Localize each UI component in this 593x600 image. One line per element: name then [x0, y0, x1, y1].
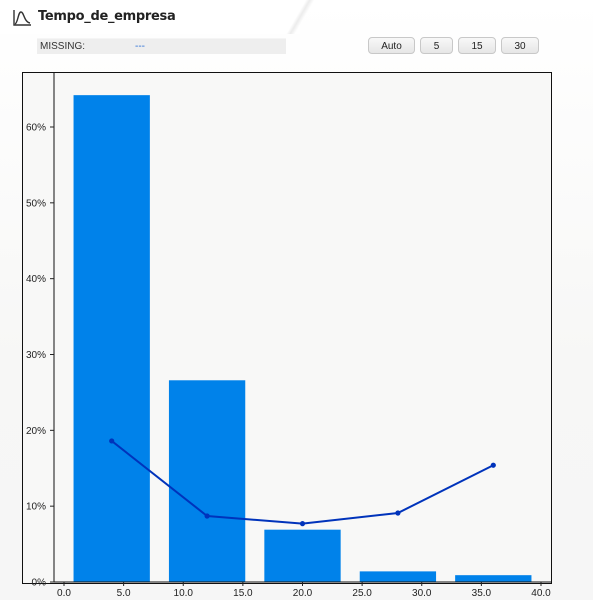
y-tick-label-1: 10% [26, 502, 46, 513]
x-tick-label-0: 0.0 [57, 588, 71, 599]
x-tick-label-3: 15.0 [233, 588, 253, 599]
density-point-2 [299, 521, 306, 527]
histogram-icon [13, 10, 31, 26]
density-point-3 [395, 510, 401, 516]
bins-15-button[interactable]: 15 [458, 37, 496, 54]
y-tick-label-4: 40% [26, 274, 46, 285]
panel-tab [0, 0, 300, 34]
x-tick-label-6: 30.0 [412, 588, 432, 599]
page-title: Tempo_de_empresa [38, 9, 176, 24]
bins-30-button[interactable]: 30 [501, 37, 539, 54]
bar-4 [455, 575, 532, 582]
bins-auto-button[interactable]: Auto [368, 37, 415, 54]
y-tick-label-2: 20% [26, 426, 46, 437]
missing-row: MISSING: --- [37, 38, 286, 54]
y-tick-label-6: 60% [26, 123, 46, 134]
bar-0 [73, 95, 150, 583]
x-tick-label-7: 35.0 [472, 588, 492, 599]
density-point-0 [109, 438, 115, 444]
bar-3 [359, 571, 437, 582]
density-line [111, 440, 494, 525]
missing-label: MISSING: [40, 41, 86, 52]
bins-5-button[interactable]: 5 [420, 37, 453, 54]
x-tick-label-1: 5.0 [117, 588, 131, 599]
bar-1 [168, 380, 246, 582]
y-tick-label-5: 50% [26, 198, 46, 209]
x-tick-label-2: 10.0 [174, 588, 194, 599]
missing-value: --- [135, 41, 145, 52]
y-tick-label-0: 0% [32, 578, 47, 589]
y-tick-label-3: 30% [26, 350, 46, 361]
density-point-1 [204, 513, 210, 519]
x-tick-label-4: 20.0 [293, 588, 313, 599]
density-point-4 [490, 462, 496, 468]
panel-tab-edge [270, 0, 330, 34]
x-tick-label-5: 25.0 [352, 588, 372, 599]
bar-2 [264, 529, 341, 582]
x-tick-label-8: 40.0 [531, 588, 551, 599]
